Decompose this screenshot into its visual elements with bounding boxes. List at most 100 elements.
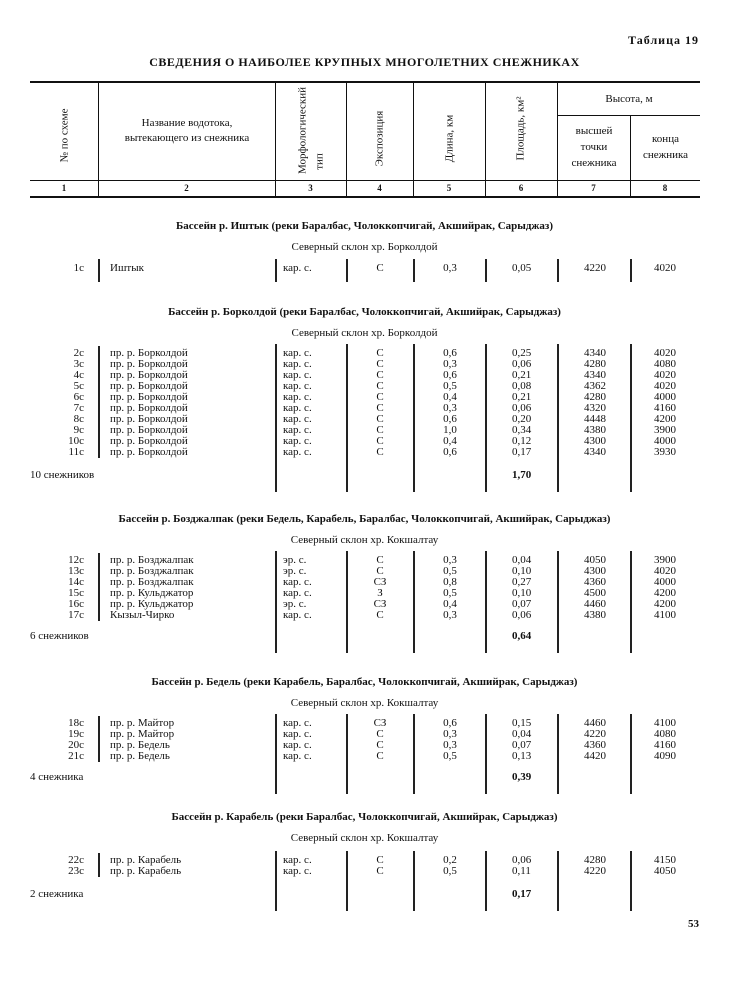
cell-lo: 4080 [654, 358, 676, 370]
cell-lo: 4160 [654, 739, 676, 751]
cell-len: 0,6 [443, 413, 457, 425]
header-top-point-2: точки [580, 141, 608, 153]
header-stream-name-1: Название водотока, [141, 117, 233, 129]
cell-name: пр. р. Карабель [110, 854, 182, 866]
cell-exp: С [376, 262, 384, 274]
cell-len: 0,5 [443, 380, 457, 392]
cell-name: пр. р. Кульджатор [110, 598, 194, 610]
cell-exp: З [377, 587, 383, 599]
cell-num: 7с [73, 402, 84, 414]
header-top-point-3: снежника [571, 157, 617, 169]
cell-exp: С [376, 402, 384, 414]
cell-type: кар. с. [283, 435, 312, 447]
cell-lo: 3900 [654, 554, 676, 566]
cell-num: 3с [73, 358, 84, 370]
cell-lo: 4100 [654, 609, 676, 621]
basin-heading: Бассейн р. Бедель (реки Карабель, Баралб… [151, 676, 578, 688]
column-rule [413, 344, 415, 492]
cell-name: пр. р. Майтор [110, 717, 175, 729]
cell-lo: 4000 [654, 576, 676, 588]
column-number: 3 [308, 183, 313, 193]
column-rule [413, 551, 415, 653]
cell-area: 0,06 [512, 854, 532, 866]
column-rule [98, 346, 100, 458]
cell-type: кар. с. [283, 446, 312, 458]
cell-type: кар. с. [283, 739, 312, 751]
cell-num: 9с [73, 424, 84, 436]
cell-len: 0,6 [443, 369, 457, 381]
column-rule [413, 851, 415, 911]
cell-area: 0,27 [512, 576, 532, 588]
column-rule [630, 344, 632, 492]
cell-lo: 4000 [654, 391, 676, 403]
cell-name: пр. р. Бедель [110, 739, 170, 751]
column-rule [275, 551, 277, 653]
cell-exp: С [376, 391, 384, 403]
cell-exp: СЗ [373, 576, 387, 588]
cell-exp: С [376, 565, 384, 577]
cell-lo: 4100 [654, 717, 676, 729]
total-area: 0,17 [512, 888, 532, 900]
cell-name: пр. р. Борколдой [110, 358, 188, 370]
cell-name: пр. р. Бозджалпак [110, 565, 194, 577]
cell-lo: 4150 [654, 854, 676, 866]
cell-type: кар. с. [283, 347, 312, 359]
cell-type: кар. с. [283, 576, 312, 588]
cell-hi: 4220 [584, 865, 606, 877]
column-rule [98, 553, 100, 621]
cell-num: 16с [68, 598, 84, 610]
header-area: Площадь, км² [514, 96, 527, 161]
cell-type: кар. с. [283, 728, 312, 740]
cell-exp: С [376, 413, 384, 425]
total-area: 1,70 [512, 469, 532, 481]
cell-name: пр. р. Карабель [110, 865, 182, 877]
cell-area: 0,20 [512, 413, 532, 425]
cell-lo: 4000 [654, 435, 676, 447]
basin-heading: Бассейн р. Карабель (реки Баралбас, Чоло… [171, 811, 558, 823]
cell-name: пр. р. Майтор [110, 728, 175, 740]
header-end-1: конца [652, 133, 679, 145]
cell-hi: 4220 [584, 728, 606, 740]
cell-hi: 4460 [584, 717, 606, 729]
total-area: 0,64 [512, 630, 532, 642]
cell-type: кар. с. [283, 865, 312, 877]
cell-lo: 4020 [654, 262, 676, 274]
column-number: 7 [591, 183, 596, 193]
cell-area: 0,05 [512, 262, 532, 274]
cell-num: 22с [68, 854, 84, 866]
slope-subheading: Северный склон хр. Борколдой [291, 327, 438, 339]
cell-exp: С [376, 554, 384, 566]
cell-hi: 4360 [584, 576, 606, 588]
column-rule [275, 344, 277, 492]
cell-len: 1,0 [443, 424, 457, 436]
cell-type: кар. с. [283, 609, 312, 621]
cell-num: 6с [73, 391, 84, 403]
cell-lo: 4050 [654, 865, 676, 877]
cell-area: 0,21 [512, 369, 532, 381]
cell-num: 13с [68, 565, 84, 577]
cell-type: кар. с. [283, 262, 312, 274]
column-rule [413, 714, 415, 794]
column-rule [485, 344, 487, 492]
cell-lo: 4080 [654, 728, 676, 740]
column-rule [98, 853, 100, 877]
cell-lo: 4020 [654, 369, 676, 381]
column-rule [98, 259, 100, 282]
cell-exp: С [376, 739, 384, 751]
cell-lo: 3930 [654, 446, 676, 458]
cell-area: 0,21 [512, 391, 532, 403]
cell-lo: 4020 [654, 565, 676, 577]
cell-exp: С [376, 446, 384, 458]
cell-area: 0,15 [512, 717, 532, 729]
cell-area: 0,07 [512, 739, 532, 751]
cell-type: кар. с. [283, 587, 312, 599]
cell-area: 0,12 [512, 435, 532, 447]
slope-subheading: Северный склон хр. Борколдой [291, 241, 438, 253]
cell-type: кар. с. [283, 854, 312, 866]
cell-exp: СЗ [373, 598, 387, 610]
cell-hi: 4500 [584, 587, 606, 599]
cell-len: 0,8 [443, 576, 457, 588]
column-rule [630, 714, 632, 794]
table-title: СВЕДЕНИЯ О НАИБОЛЕЕ КРУПНЫХ МНОГОЛЕТНИХ … [149, 55, 580, 69]
cell-exp: С [376, 380, 384, 392]
